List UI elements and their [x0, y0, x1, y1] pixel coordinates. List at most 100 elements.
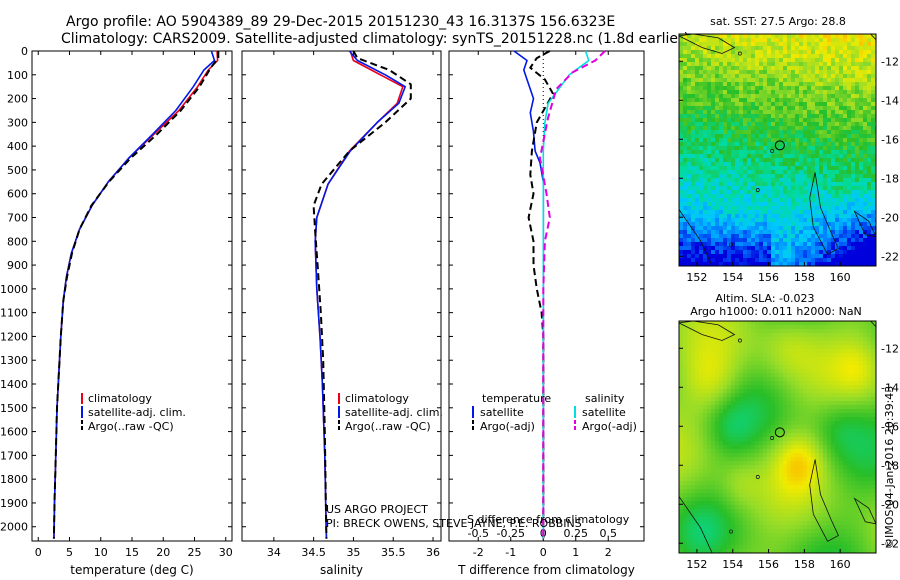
map-cell [723, 54, 728, 59]
map-cell [707, 222, 712, 227]
map-cell [747, 114, 752, 119]
map-cell [751, 381, 756, 386]
map-cell [763, 349, 768, 354]
map-cell [695, 90, 700, 95]
map-cell [835, 226, 840, 231]
map-cell [719, 226, 724, 231]
map-cell [699, 457, 704, 462]
map-cell [735, 250, 740, 255]
map-cell [819, 54, 824, 59]
map-cell [791, 325, 796, 330]
map-cell [739, 94, 744, 99]
map-cell [799, 393, 804, 398]
map-cell [823, 86, 828, 91]
map-cell [815, 377, 820, 382]
map-cell [867, 114, 872, 119]
map-cell [783, 110, 788, 115]
map-cell [755, 234, 760, 239]
map-cell [823, 349, 828, 354]
map-cell [795, 262, 800, 266]
map-cell [835, 262, 840, 266]
map-cell [711, 441, 716, 446]
map-cell [759, 182, 764, 187]
map-cell [863, 130, 868, 135]
map-cell [771, 373, 776, 378]
map-cell [755, 457, 760, 462]
map-cell [747, 369, 752, 374]
map-cell [683, 461, 688, 466]
map-cell [719, 98, 724, 103]
map-cell [731, 130, 736, 135]
map-cell [687, 413, 692, 418]
map-cell [823, 417, 828, 422]
map-cell [863, 230, 868, 235]
map-cell [715, 250, 720, 255]
map-cell [755, 437, 760, 442]
map-cell [715, 365, 720, 370]
map-cell [683, 445, 688, 450]
map-cell [831, 250, 836, 255]
map-cell [843, 222, 848, 227]
map-cell [683, 429, 688, 434]
map-cell [731, 369, 736, 374]
map-cell [735, 70, 740, 75]
map-cell [727, 162, 732, 167]
map-cell [851, 42, 856, 47]
y-tick-label: 300 [7, 116, 28, 129]
map-cell [859, 78, 864, 83]
map-cell [727, 254, 732, 259]
map-cell [835, 54, 840, 59]
map-cell [787, 377, 792, 382]
map-cell [763, 206, 768, 211]
map-cell [807, 246, 812, 251]
map-cell [679, 465, 684, 470]
map-cell [703, 409, 708, 414]
map-cell [835, 333, 840, 338]
map-cell [711, 405, 716, 410]
map-cell [855, 385, 860, 390]
map-cell [711, 34, 716, 39]
map-cell [803, 62, 808, 67]
map-cell [815, 130, 820, 135]
map-cell [687, 126, 692, 131]
map-cell [847, 246, 852, 251]
map-cell [855, 262, 860, 266]
map-cell [711, 345, 716, 350]
map-cell [739, 246, 744, 251]
map-cell [691, 345, 696, 350]
map-cell [747, 329, 752, 334]
map-cell [783, 90, 788, 95]
map-cell [687, 194, 692, 199]
map-cell [715, 333, 720, 338]
map-cell [699, 441, 704, 446]
map-cell [767, 389, 772, 394]
map-cell [871, 226, 876, 231]
map-cell [799, 357, 804, 362]
map-cell [855, 98, 860, 103]
map-cell [735, 130, 740, 135]
map-cell [799, 218, 804, 223]
map-cell [803, 262, 808, 266]
map-cell [695, 238, 700, 243]
map-cell [867, 337, 872, 342]
map-cell [763, 114, 768, 119]
map-cell [687, 198, 692, 203]
map-cell [767, 461, 772, 466]
map-cell [743, 385, 748, 390]
map-cell [695, 345, 700, 350]
map-cell [755, 170, 760, 175]
map-cell [763, 150, 768, 155]
map-cell [747, 50, 752, 55]
map-cell [835, 365, 840, 370]
map-cell [755, 150, 760, 155]
map-cell [827, 142, 832, 147]
map-cell [715, 381, 720, 386]
map-cell [775, 178, 780, 183]
map-cell [691, 226, 696, 231]
map-cell [767, 46, 772, 51]
map-cell [859, 353, 864, 358]
map-cell [703, 357, 708, 362]
map-cell [683, 90, 688, 95]
map-cell [715, 134, 720, 139]
map-cell [731, 42, 736, 47]
